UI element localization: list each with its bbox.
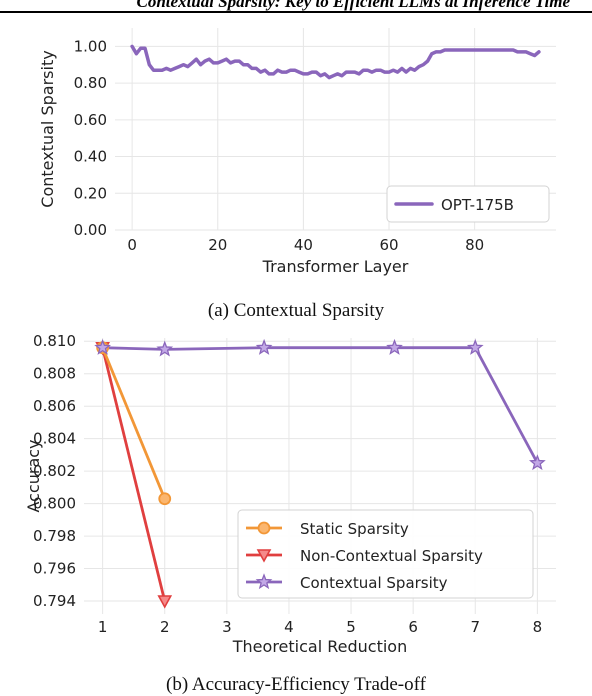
legend-label-static-sparsity: Static Sparsity: [300, 520, 409, 538]
y-tick-label: 0.804: [33, 430, 76, 448]
series-line-non-contextual-sparsity: [101, 347, 167, 602]
y-axis-label: Accuracy: [24, 439, 43, 512]
y-tick-label: 0.40: [74, 148, 107, 166]
x-axis-label: Theoretical Reduction: [232, 637, 407, 656]
y-tick-label: 0.798: [33, 527, 76, 545]
legend-marker-contextual-sparsity: [255, 573, 273, 590]
x-tick-label: 1: [98, 618, 108, 636]
x-tick-label: 0: [127, 236, 137, 254]
marker-static-sparsity: [158, 492, 172, 506]
legend-marker-non-contextual-sparsity: [256, 549, 272, 563]
legend-box: [386, 185, 550, 223]
header-rule: [0, 11, 592, 13]
marker-contextual-sparsity: [156, 340, 174, 357]
y-tick-label: 0.800: [33, 495, 76, 513]
series-line-opt-175b: [130, 44, 541, 80]
x-tick-label: 80: [465, 236, 484, 254]
y-tick-label: 0.60: [74, 111, 107, 129]
legend-label: OPT-175B: [441, 196, 514, 214]
x-axis-label: Transformer Layer: [262, 257, 409, 276]
marker-contextual-sparsity: [466, 338, 484, 355]
x-tick-label: 3: [222, 618, 232, 636]
marker-contextual-sparsity: [255, 338, 273, 355]
y-tick-label: 0.80: [74, 74, 107, 92]
x-tick-label: 7: [470, 618, 480, 636]
y-axis-label: Contextual Sparsity: [38, 50, 57, 207]
sparsity-chart: 0 20 40 60 80 0.00 0.20 0.40 0.60 0.80 1.00 Transfo…: [38, 28, 556, 276]
accuracy-chart: 1 2 3 4 5 6 7 8 0.794 0.796 0.798 0.800 0.802 0.804 0.…: [24, 332, 556, 656]
series-line-static-sparsity: [101, 347, 166, 500]
caption-b: (b) Accuracy-Efficiency Trade-off: [166, 674, 426, 695]
marker-contextual-sparsity: [386, 338, 403, 355]
y-tick-label: 0.808: [33, 365, 76, 383]
x-tick-label: 8: [533, 618, 543, 636]
y-tick-label: 0.00: [74, 221, 107, 239]
y-tick-label: 0.802: [33, 462, 76, 480]
marker-contextual-sparsity: [94, 338, 112, 355]
legend-box: [237, 509, 534, 599]
x-tick-label: 40: [294, 236, 313, 254]
y-tick-label: 1.00: [74, 37, 107, 55]
series-line-contextual-sparsity: [102, 346, 539, 464]
y-tick-label: 0.796: [33, 560, 76, 578]
marker-non-contextual-sparsity: [157, 595, 173, 609]
page-header-text: Contextual Sparsity: Key to Efficient LL…: [136, 0, 570, 11]
legend: Static Sparsity Non-Contextual Sparsity Co…: [237, 509, 534, 599]
x-tick-label: 60: [379, 236, 398, 254]
legend-label-contextual-sparsity: Contextual Sparsity: [300, 574, 448, 592]
y-tick-label: 0.794: [33, 592, 76, 610]
x-tick-label: 2: [160, 618, 170, 636]
legend-label-non-contextual-sparsity: Non-Contextual Sparsity: [300, 547, 483, 565]
y-tick-label: 0.810: [33, 332, 76, 350]
y-tick-label: 0.806: [33, 397, 76, 415]
legend: OPT-175B: [386, 185, 550, 223]
x-tick-label: 6: [408, 618, 418, 636]
legend-marker-static-sparsity: [257, 521, 271, 535]
page-header: Contextual Sparsity: Key to Efficient LL…: [0, 0, 592, 14]
caption-a: (a) Contextual Sparsity: [207, 300, 385, 321]
marker-contextual-sparsity: [528, 454, 546, 471]
x-tick-label: 5: [346, 618, 356, 636]
x-tick-label: 20: [208, 236, 227, 254]
y-tick-label: 0.20: [74, 184, 107, 202]
x-tick-label: 4: [284, 618, 294, 636]
